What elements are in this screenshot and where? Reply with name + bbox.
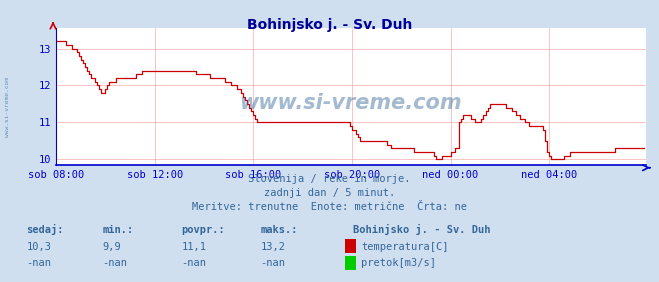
- Text: -nan: -nan: [102, 259, 127, 268]
- Text: zadnji dan / 5 minut.: zadnji dan / 5 minut.: [264, 188, 395, 198]
- Text: www.si-vreme.com: www.si-vreme.com: [5, 77, 11, 137]
- Text: Meritve: trenutne  Enote: metrične  Črta: ne: Meritve: trenutne Enote: metrične Črta: …: [192, 202, 467, 212]
- Text: sedaj:: sedaj:: [26, 224, 64, 235]
- Text: -nan: -nan: [26, 259, 51, 268]
- Text: pretok[m3/s]: pretok[m3/s]: [361, 259, 436, 268]
- Text: maks.:: maks.:: [260, 225, 298, 235]
- Text: 11,1: 11,1: [181, 242, 206, 252]
- Text: min.:: min.:: [102, 225, 133, 235]
- Text: 13,2: 13,2: [260, 242, 285, 252]
- Text: -nan: -nan: [181, 259, 206, 268]
- Text: 10,3: 10,3: [26, 242, 51, 252]
- Text: -nan: -nan: [260, 259, 285, 268]
- Text: temperatura[C]: temperatura[C]: [361, 242, 449, 252]
- Text: 9,9: 9,9: [102, 242, 121, 252]
- Text: Slovenija / reke in morje.: Slovenija / reke in morje.: [248, 174, 411, 184]
- Text: Bohinjsko j. - Sv. Duh: Bohinjsko j. - Sv. Duh: [353, 224, 490, 235]
- Text: Bohinjsko j. - Sv. Duh: Bohinjsko j. - Sv. Duh: [247, 18, 412, 32]
- Text: www.si-vreme.com: www.si-vreme.com: [240, 93, 462, 113]
- Text: povpr.:: povpr.:: [181, 225, 225, 235]
